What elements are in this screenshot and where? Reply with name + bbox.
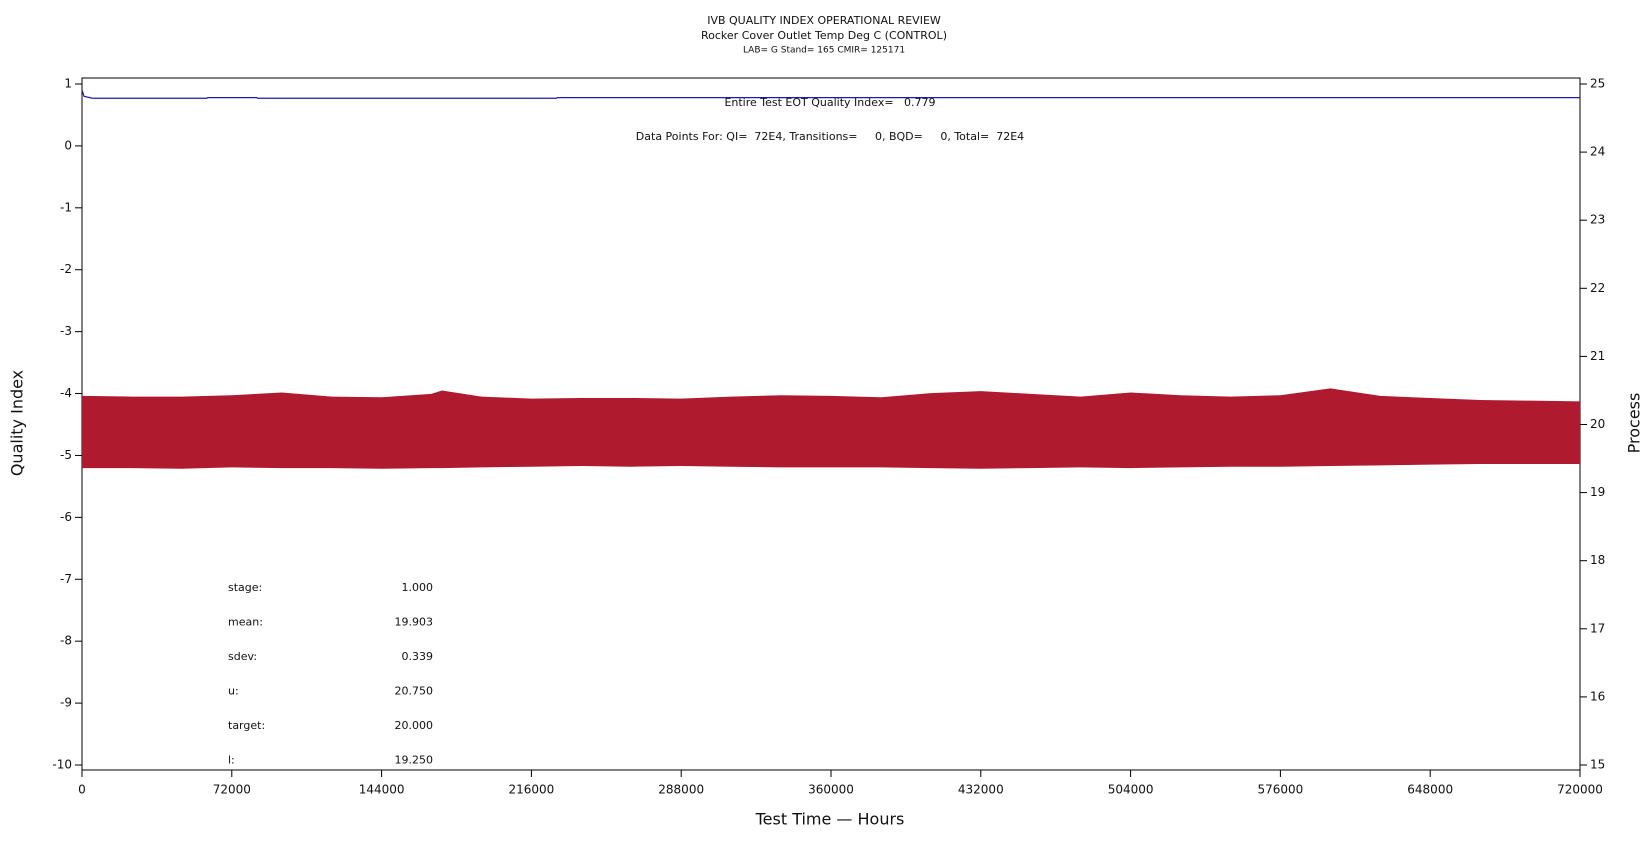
stat-label: stage: (228, 581, 262, 594)
stat-label: l: (228, 754, 235, 767)
stat-value: 20.000 (395, 719, 434, 732)
quality-index-line (81, 89, 1580, 99)
stat-label: sdev: (228, 650, 257, 663)
y2-tick-label: 22 (1590, 281, 1605, 295)
x-tick-label: 72000 (213, 783, 251, 797)
stat-value: 1.000 (402, 581, 434, 594)
chart-subtitle: Rocker Cover Outlet Temp Deg C (CONTROL) (701, 29, 947, 42)
y-tick-label: -9 (60, 696, 72, 710)
y2-tick-label: 18 (1590, 553, 1605, 567)
stat-value: 19.903 (395, 616, 434, 629)
x-tick-label: 0 (78, 783, 86, 797)
stat-value: 19.250 (395, 754, 434, 767)
x-tick-label: 216000 (508, 783, 554, 797)
y2-tick-label: 17 (1590, 621, 1605, 635)
y-tick-label: -4 (60, 386, 72, 400)
y-tick-label: -8 (60, 634, 72, 648)
process-band (82, 388, 1580, 469)
y-tick-label: -10 (52, 758, 72, 772)
stat-value: 0.339 (402, 650, 434, 663)
y2-tick-label: 25 (1590, 77, 1605, 91)
y2-tick-label: 21 (1590, 349, 1605, 363)
y-axis-label: Quality Index (8, 370, 27, 476)
stat-label: u: (228, 685, 239, 698)
y2-tick-label: 20 (1590, 417, 1605, 431)
y-tick-label: 1 (64, 77, 72, 91)
y-tick-label: -6 (60, 510, 72, 524)
x-tick-label: 504000 (1108, 783, 1154, 797)
x-axis-label: Test Time — Hours (755, 810, 905, 829)
stat-value: 20.750 (395, 685, 434, 698)
stat-label: mean: (228, 616, 263, 629)
x-tick-label: 576000 (1257, 783, 1303, 797)
y2-tick-label: 24 (1590, 145, 1605, 159)
x-tick-label: 648000 (1407, 783, 1453, 797)
y-tick-label: -5 (60, 448, 72, 462)
x-tick-label: 144000 (359, 783, 405, 797)
stat-label: target: (228, 719, 265, 732)
y-tick-label: -2 (60, 262, 72, 276)
y2-tick-label: 16 (1590, 689, 1605, 703)
y2-tick-label: 19 (1590, 485, 1605, 499)
y2-tick-label: 15 (1590, 758, 1605, 772)
x-tick-label: 288000 (658, 783, 704, 797)
y-tick-label: -1 (60, 200, 72, 214)
x-tick-label: 432000 (958, 783, 1004, 797)
y-tick-label: -3 (60, 324, 72, 338)
x-tick-label: 360000 (808, 783, 854, 797)
y-tick-label: 0 (64, 138, 72, 152)
y2-axis-label: Process (1625, 393, 1644, 454)
chart-subtitle: LAB= G Stand= 165 CMIR= 125171 (743, 46, 905, 56)
y2-tick-label: 23 (1590, 213, 1605, 227)
x-tick-label: 720000 (1557, 783, 1603, 797)
chart-title: IVB QUALITY INDEX OPERATIONAL REVIEW (707, 14, 941, 27)
annotation: Entire Test EOT Quality Index= 0.779 (724, 96, 935, 109)
y-tick-label: -7 (60, 572, 72, 586)
annotation: Data Points For: QI= 72E4, Transitions= … (636, 130, 1024, 143)
